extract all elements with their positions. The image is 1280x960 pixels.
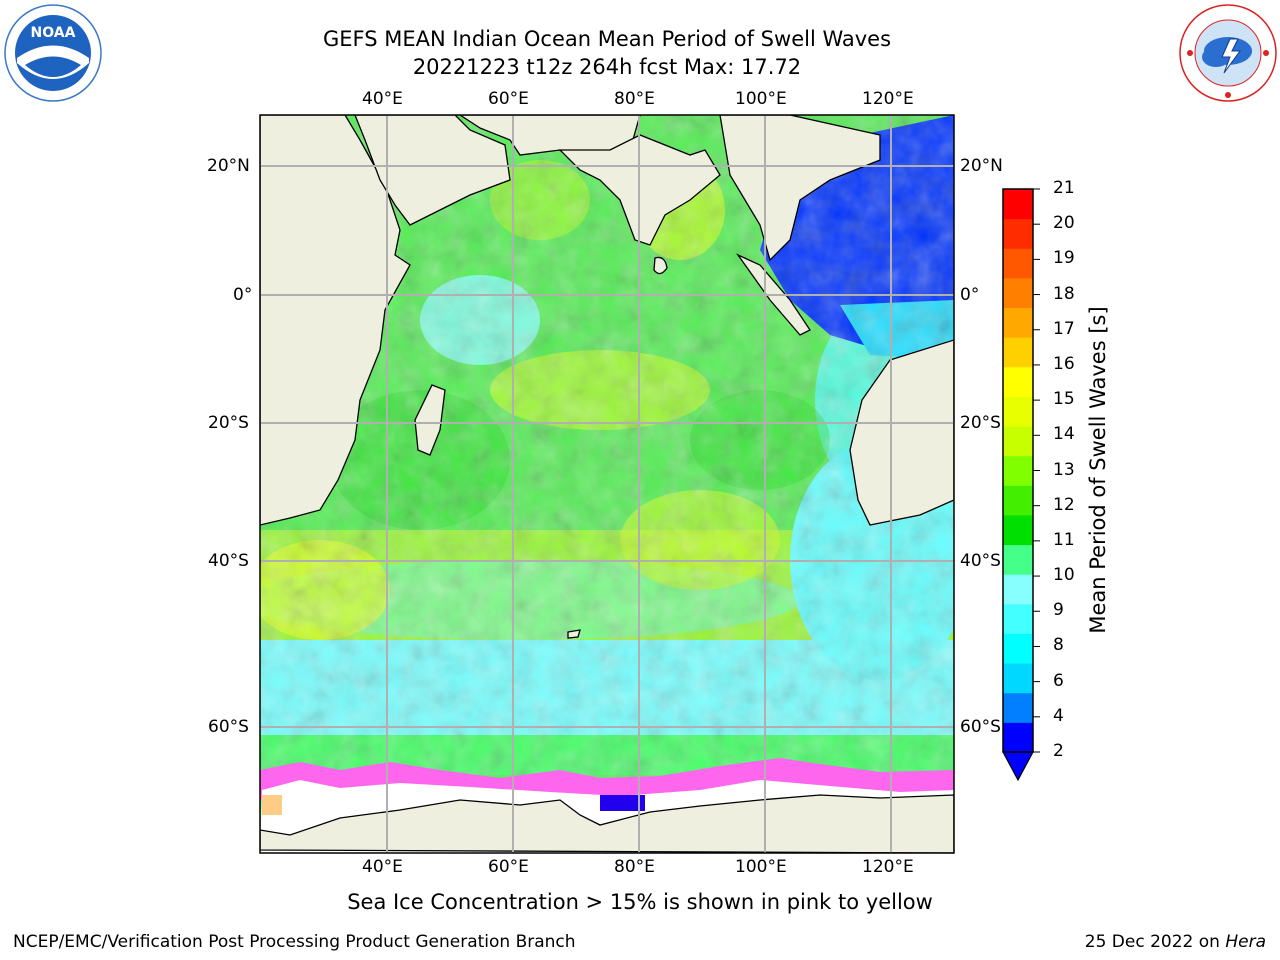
colorbar-segment — [1003, 248, 1033, 279]
lat-label-0-right: 0° — [960, 285, 980, 305]
colorbar-tick-label: 13 — [1053, 459, 1075, 480]
colorbar-segment — [1003, 277, 1033, 309]
colorbar-tick-label: 2 — [1053, 741, 1064, 761]
colorbar-segment — [1003, 574, 1033, 605]
lon-label-80e-bottom: 80°E — [614, 857, 655, 877]
colorbar-segment — [1003, 663, 1033, 694]
colorbar-segment — [1003, 218, 1033, 249]
gridlines — [260, 115, 954, 853]
colorbar-segment — [1003, 633, 1033, 664]
lon-label-100e-bottom: 100°E — [735, 857, 787, 877]
lat-label-60s-left: 60°S — [208, 717, 249, 737]
colorbar-tick-label: 18 — [1053, 283, 1075, 304]
noaa-logo: NOAA — [4, 4, 102, 102]
lon-label-120e-top: 120°E — [862, 89, 914, 109]
footer-machine: Hera — [1225, 932, 1266, 952]
colorbar-tick-label: 14 — [1053, 424, 1075, 445]
lat-label-20s-left: 20°S — [208, 413, 249, 433]
lat-label-20n-right: 20°N — [960, 156, 1003, 176]
sea-ice-caption: Sea Ice Concentration > 15% is shown in … — [347, 890, 933, 914]
colorbar-segment — [1003, 426, 1033, 457]
colorbar-segment — [1003, 307, 1033, 338]
colorbar-tick-label: 6 — [1053, 670, 1064, 691]
map-frame — [259, 114, 955, 854]
colorbar-tick-label: 16 — [1053, 353, 1075, 374]
lon-label-120e-bottom: 120°E — [862, 857, 914, 877]
colorbar-tick-label: 20 — [1053, 213, 1075, 234]
colorbar-segment — [1003, 396, 1033, 427]
lat-label-20s-right: 20°S — [960, 413, 1001, 433]
colorbar-segment — [1003, 485, 1033, 516]
lon-label-100e-top: 100°E — [735, 89, 787, 109]
colorbar-segment — [1003, 189, 1033, 220]
colorbar-segment — [1003, 603, 1033, 634]
colorbar-tick-label: 10 — [1053, 565, 1075, 586]
footer-date-text: 25 Dec 2022 on — [1084, 932, 1220, 952]
colorbar-segment — [1003, 722, 1033, 753]
lat-label-40s-right: 40°S — [960, 551, 1001, 571]
nws-logo — [1179, 4, 1277, 102]
colorbar-segment — [1003, 692, 1033, 723]
lat-label-60s-right: 60°S — [960, 717, 1001, 737]
map-title: GEFS MEAN Indian Ocean Mean Period of Sw… — [322, 27, 892, 51]
colorbar-tick-label: 12 — [1053, 494, 1075, 515]
colorbar-tick-label: 8 — [1053, 635, 1064, 656]
footer-credit: NCEP/EMC/Verification Post Processing Pr… — [13, 932, 576, 952]
colorbar-segment — [1003, 366, 1033, 397]
colorbar-segment — [1003, 337, 1033, 368]
noaa-logo-text: NOAA — [31, 25, 76, 41]
colorbar-segment — [1003, 544, 1033, 575]
lon-label-40e-top: 40°E — [362, 89, 403, 109]
colorbar-tick-label: 19 — [1053, 248, 1075, 269]
footer-date: 25 Dec 2022 on Hera — [1085, 932, 1266, 952]
lat-label-0-left: 0° — [233, 285, 253, 305]
colorbar-extend-arrow — [1001, 751, 1035, 782]
colorbar-tick-label: 21 — [1053, 178, 1075, 198]
land-masses — [260, 115, 954, 853]
colorbar-segment — [1003, 455, 1033, 486]
lon-label-80e-top: 80°E — [614, 89, 655, 109]
colorbar-tick-label: 9 — [1053, 600, 1064, 621]
colorbar-tick-label: 17 — [1053, 318, 1075, 339]
colorbar-label: Mean Period of Swell Waves [s] — [1086, 306, 1110, 634]
colorbar-tick-label: 4 — [1053, 705, 1064, 726]
colorbar-tick-label: 15 — [1053, 389, 1075, 410]
lon-label-60e-bottom: 60°E — [488, 857, 529, 877]
lon-label-60e-top: 60°E — [488, 89, 529, 109]
colorbar-tick-label: 11 — [1053, 529, 1075, 550]
map-subtitle: 20221223 t12z 264h fcst Max: 17.72 — [412, 55, 802, 79]
lat-label-20n-left: 20°N — [207, 156, 250, 176]
lat-label-40s-left: 40°S — [208, 551, 249, 571]
map-plot-area — [260, 115, 954, 853]
lon-label-40e-bottom: 40°E — [362, 857, 403, 877]
colorbar — [1001, 188, 1040, 782]
colorbar-segment — [1003, 514, 1033, 546]
